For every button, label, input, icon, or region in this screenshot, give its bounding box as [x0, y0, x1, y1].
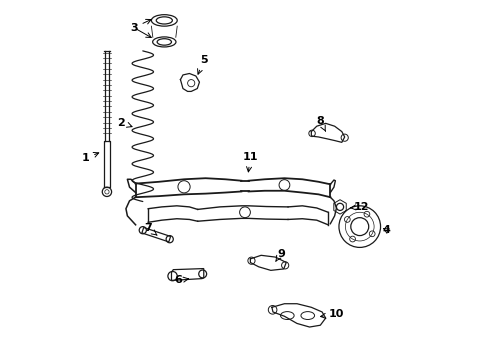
Text: 11: 11: [243, 152, 258, 172]
Text: 6: 6: [175, 275, 189, 285]
Text: 7: 7: [144, 224, 157, 235]
Text: 10: 10: [320, 310, 344, 319]
Text: 12: 12: [351, 202, 369, 212]
Text: 4: 4: [383, 225, 391, 235]
Text: 5: 5: [197, 55, 208, 74]
Text: 3: 3: [130, 19, 151, 33]
Text: 2: 2: [118, 118, 132, 128]
Text: 8: 8: [317, 116, 325, 131]
Text: 1: 1: [81, 153, 98, 163]
Text: 9: 9: [276, 248, 285, 261]
